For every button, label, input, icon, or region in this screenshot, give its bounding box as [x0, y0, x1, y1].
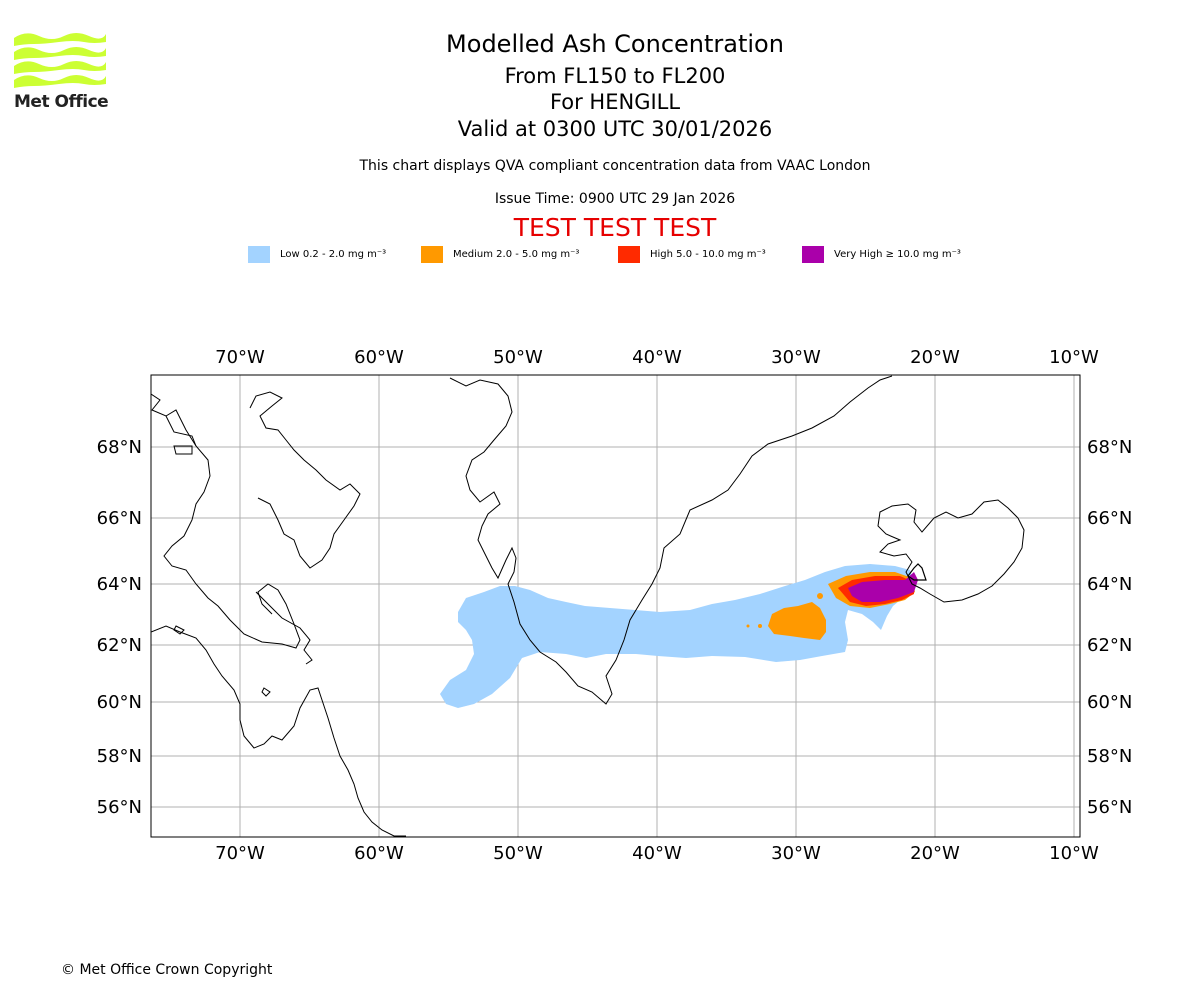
legend-high: High 5.0 - 10.0 mg m⁻³ — [618, 245, 766, 263]
ash-medium-speck — [817, 593, 823, 599]
legend-high-label: High 5.0 - 10.0 mg m⁻³ — [650, 248, 766, 260]
lon-label-bottom: 50°W — [493, 843, 543, 864]
legend-medium: Medium 2.0 - 5.0 mg m⁻³ — [421, 245, 579, 263]
lon-label-bottom: 70°W — [215, 843, 265, 864]
lat-label-left: 64°N — [97, 574, 142, 595]
lon-label-top: 40°W — [632, 347, 682, 368]
lat-label-right: 56°N — [1087, 797, 1132, 818]
lat-label-right: 60°N — [1087, 692, 1132, 713]
valid-time: Valid at 0300 UTC 30/01/2026 — [457, 117, 773, 141]
legend-very-high-swatch — [802, 245, 824, 263]
ash-medium-speck — [746, 624, 750, 628]
copyright: © Met Office Crown Copyright — [61, 962, 273, 978]
lat-label-left: 60°N — [97, 692, 142, 713]
logo-text: Met Office — [14, 92, 109, 112]
legend-high-swatch — [618, 245, 640, 263]
lat-label-left: 58°N — [97, 746, 142, 767]
lon-label-top: 10°W — [1049, 347, 1099, 368]
lon-label-top: 50°W — [493, 347, 543, 368]
legend-low: Low 0.2 - 2.0 mg m⁻³ — [248, 245, 386, 263]
met-office-logo-icon — [14, 33, 106, 88]
legend-very-high-label: Very High ≥ 10.0 mg m⁻³ — [834, 248, 961, 260]
map-frame — [150, 374, 1081, 838]
lat-label-left: 62°N — [97, 635, 142, 656]
legend-low-label: Low 0.2 - 2.0 mg m⁻³ — [280, 248, 387, 260]
volcano-location: For HENGILL — [549, 90, 681, 114]
ash-medium-patch — [768, 602, 826, 640]
legend-medium-label: Medium 2.0 - 5.0 mg m⁻³ — [453, 248, 580, 260]
ash-low-area — [440, 564, 915, 708]
chart-title: Modelled Ash Concentration — [446, 30, 784, 58]
lon-label-bottom: 60°W — [354, 843, 404, 864]
lon-label-bottom: 10°W — [1049, 843, 1099, 864]
lat-label-right: 58°N — [1087, 746, 1132, 767]
lat-label-right: 62°N — [1087, 635, 1132, 656]
test-banner: TEST TEST TEST — [513, 213, 717, 242]
lon-label-bottom: 40°W — [632, 843, 682, 864]
lat-label-right: 66°N — [1087, 508, 1132, 529]
legend-very-high: Very High ≥ 10.0 mg m⁻³ — [802, 245, 961, 263]
gridlines — [151, 375, 1080, 837]
legend-low-swatch — [248, 245, 270, 263]
lon-label-top: 60°W — [354, 347, 404, 368]
chart-description: This chart displays QVA compliant concen… — [359, 158, 871, 174]
coastlines — [151, 375, 1025, 837]
lat-label-left: 66°N — [97, 508, 142, 529]
lon-label-top: 30°W — [771, 347, 821, 368]
ash-medium-speck — [758, 624, 762, 628]
lat-label-left: 56°N — [97, 797, 142, 818]
ash-very-high-area — [848, 572, 918, 602]
lat-label-left: 68°N — [97, 437, 142, 458]
flight-levels: From FL150 to FL200 — [504, 64, 726, 88]
lat-label-right: 64°N — [1087, 574, 1132, 595]
lat-label-right: 68°N — [1087, 437, 1132, 458]
legend-medium-swatch — [421, 245, 443, 263]
lon-label-top: 20°W — [910, 347, 960, 368]
issue-time: Issue Time: 0900 UTC 29 Jan 2026 — [494, 191, 736, 207]
lon-label-top: 70°W — [215, 347, 265, 368]
lon-label-bottom: 30°W — [771, 843, 821, 864]
lon-label-bottom: 20°W — [910, 843, 960, 864]
